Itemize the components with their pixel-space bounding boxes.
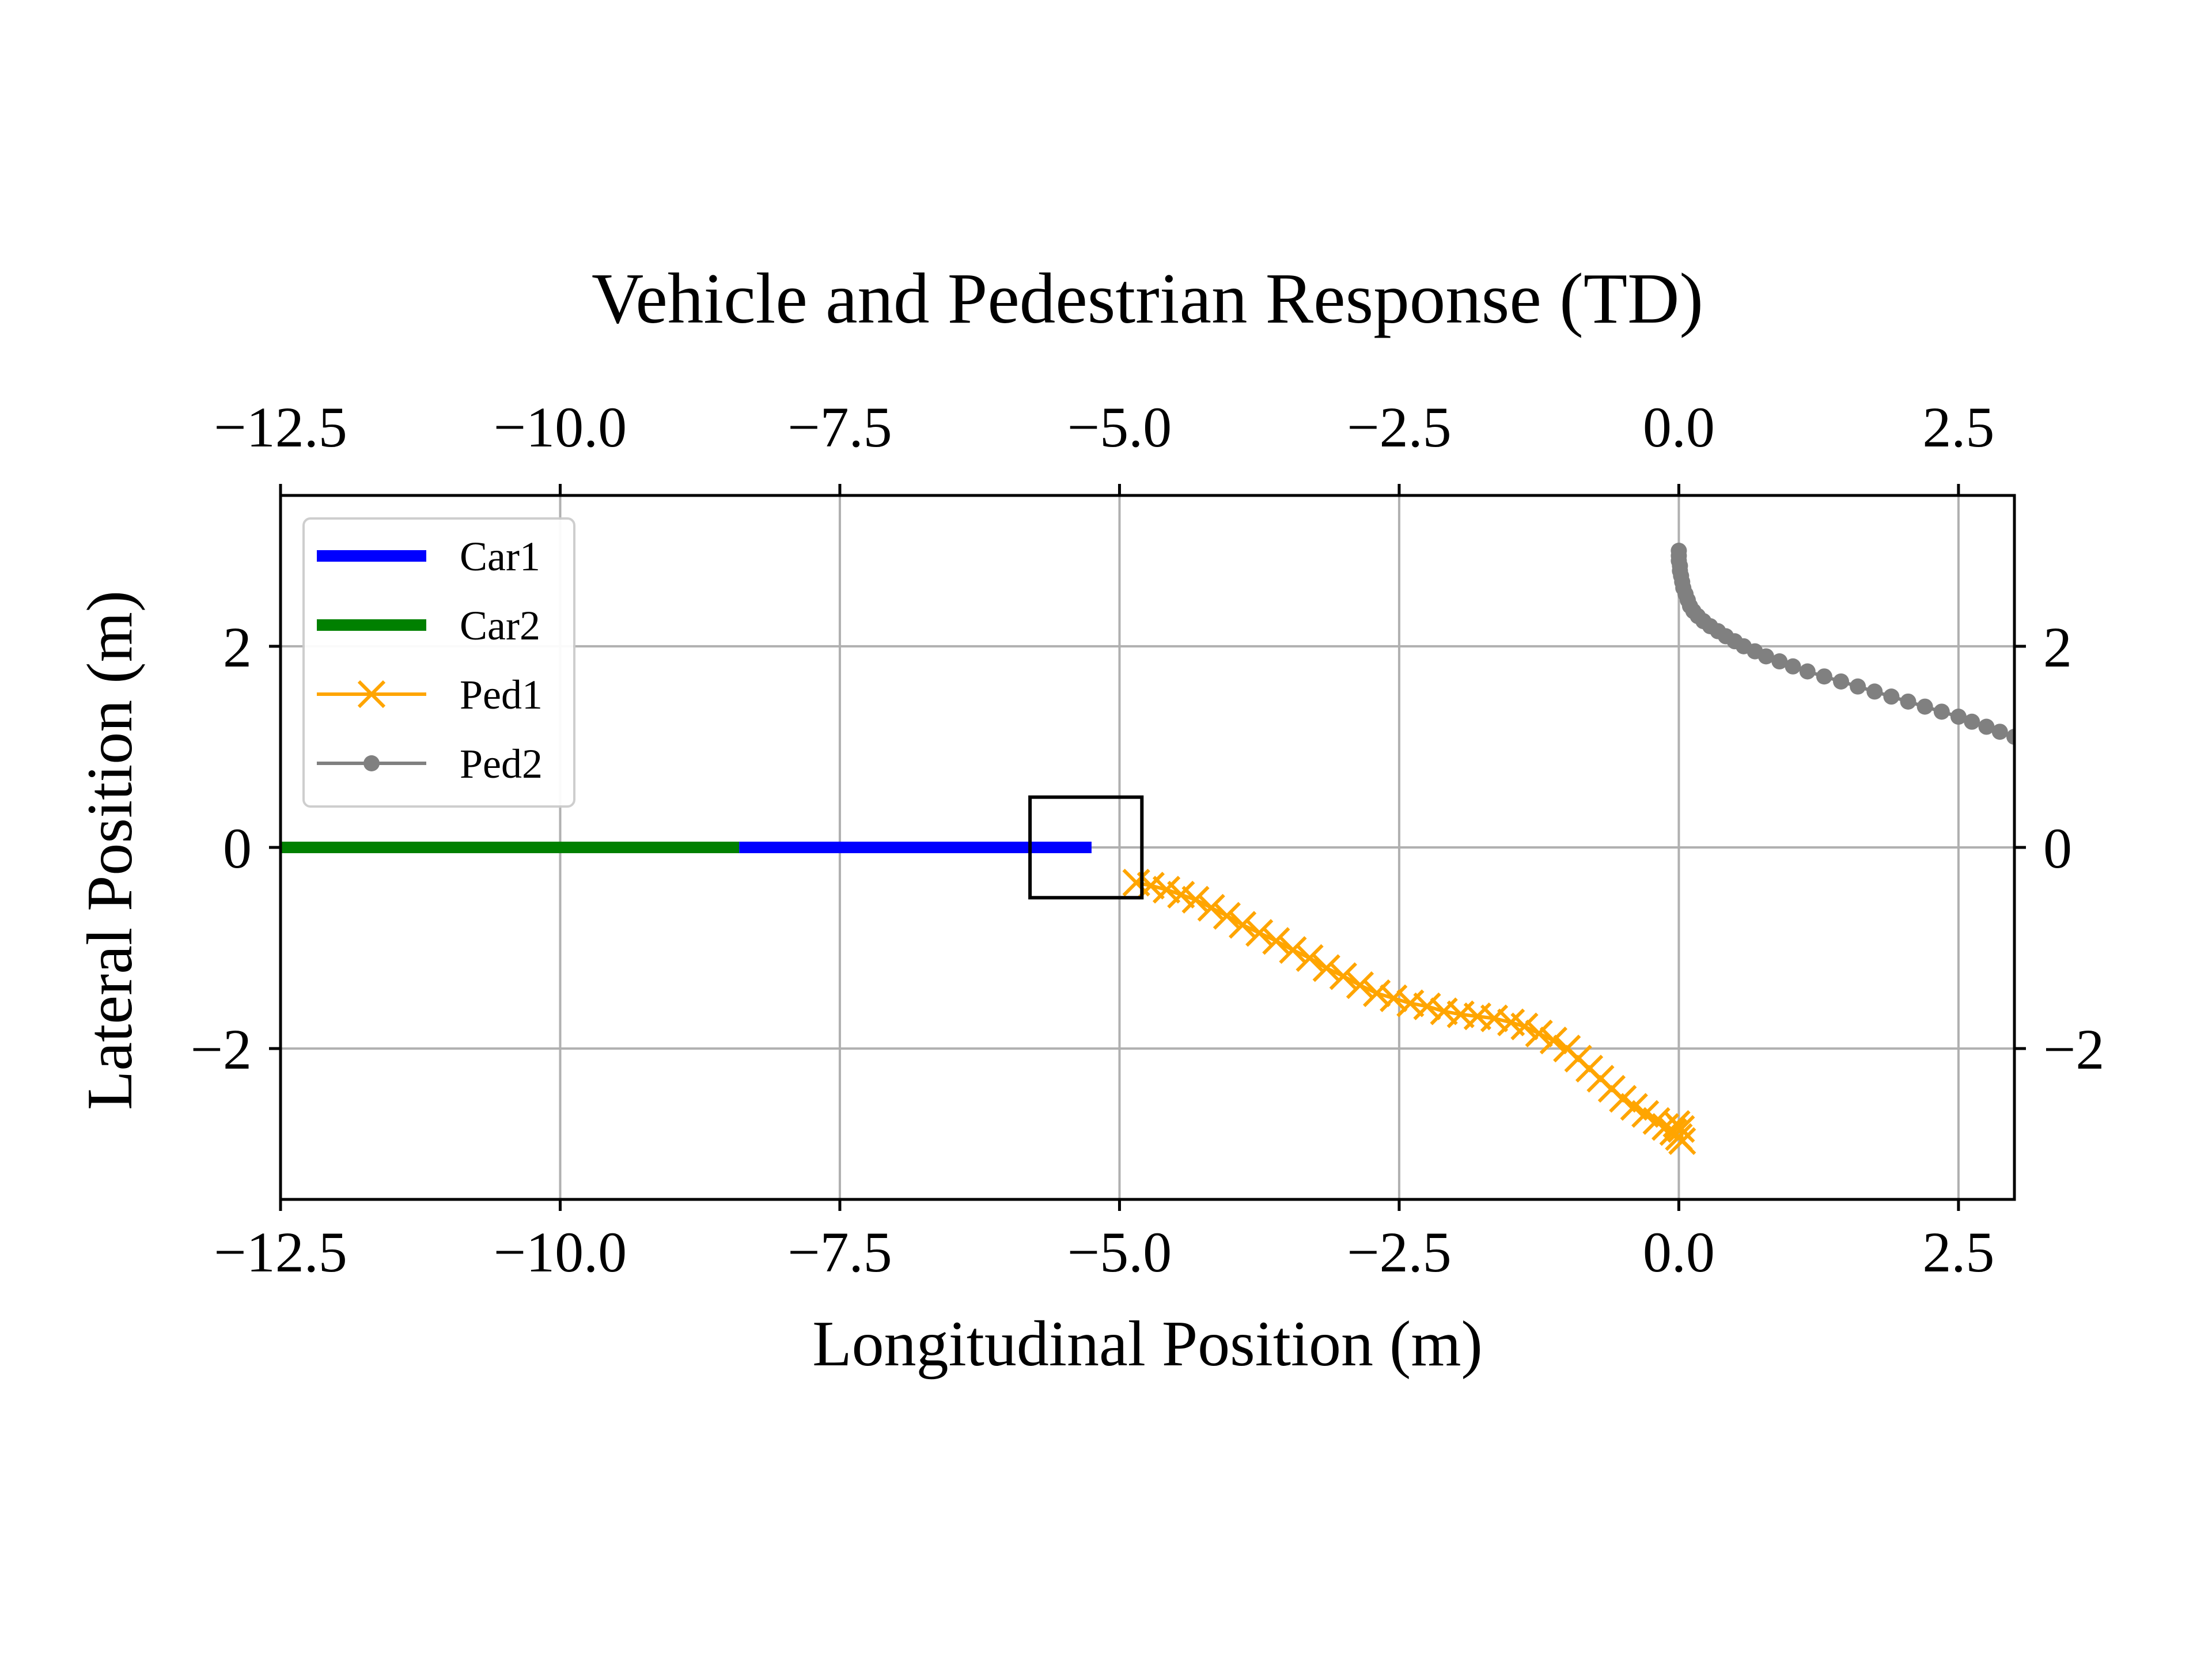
ped1-point [1539, 1027, 1568, 1055]
y-tick-label-left: 2 [223, 615, 252, 679]
ped1-point [1662, 1110, 1691, 1138]
ped1-point [1213, 902, 1241, 930]
x-tick-label-bottom: −2.5 [1347, 1220, 1451, 1284]
legend-label-car1: Car1 [460, 533, 540, 580]
y-axis-title: Lateral Position (m) [74, 590, 146, 1110]
x-tick-label-top: 0.0 [1643, 395, 1715, 459]
ped1-point [1262, 927, 1290, 955]
y-tick-label-right: −2 [2043, 1017, 2104, 1081]
ped2-point [1883, 688, 1900, 705]
ped2-point [1833, 673, 1849, 690]
legend-box [302, 517, 575, 808]
x-tick-label-bottom: −7.5 [787, 1220, 892, 1284]
x-tick-label-top: −12.5 [214, 395, 347, 459]
y-tick-label-right: 2 [2043, 615, 2072, 679]
ped2-point [1950, 709, 1967, 725]
ped1-point [1279, 936, 1307, 964]
ped1-point [1329, 962, 1357, 990]
ped2-point [1850, 678, 1866, 695]
x-tick-label-bottom: −10.0 [494, 1220, 627, 1284]
ped1-point [1197, 894, 1225, 922]
ped1-point [1228, 911, 1257, 939]
ped1-point [1362, 979, 1391, 1008]
x-tick-label-top: −5.0 [1067, 395, 1172, 459]
ped1-point [1430, 997, 1458, 1025]
ped1-point [1245, 919, 1274, 947]
ped1-point [1296, 944, 1324, 972]
legend-label-ped2: Ped2 [460, 741, 543, 787]
legend-label-car2: Car2 [460, 603, 540, 649]
x-tick-label-bottom: −12.5 [214, 1220, 347, 1284]
ped2-point [1978, 718, 1995, 735]
ped2-point [2006, 728, 2014, 745]
legend-marker-ped1 [357, 680, 386, 709]
x-tick-label-bottom: −5.0 [1067, 1220, 1172, 1284]
x-tick-label-top: −2.5 [1347, 395, 1451, 459]
legend: Car1 Car2 Ped1 Ped2 [302, 517, 575, 808]
series-layer [281, 543, 2033, 1155]
ped1-point [1396, 989, 1425, 1017]
ped2-point [1866, 683, 1883, 700]
ped1-point [1152, 876, 1181, 904]
ped1-point [1312, 954, 1340, 982]
x-axis-title: Longitudinal Position (m) [812, 1308, 1483, 1380]
ped2-point [2017, 734, 2033, 750]
ped2-point [1933, 703, 1950, 720]
ped1-point [1525, 1019, 1553, 1048]
ped1-point [1668, 1127, 1696, 1155]
chart-title: Vehicle and Pedestrian Response (TD) [592, 259, 1703, 339]
ped1-point [1380, 984, 1408, 1012]
plot-area: −12.5 −12.5 −10.0 −10.0 −7.5 −7.5 −5.0 −5.0 −2.5… [191, 395, 2105, 1284]
legend-marker-ped2 [363, 755, 380, 771]
ped2-point [1785, 658, 1801, 675]
ped1-point [1346, 971, 1374, 1000]
axis-ticks: −12.5 −12.5 −10.0 −10.0 −7.5 −7.5 −5.0 −5.0 −2.5… [191, 395, 2105, 1284]
vehicle-bounding-box [1028, 795, 1144, 900]
x-tick-label-top: −7.5 [787, 395, 892, 459]
x-tick-label-top: 2.5 [1922, 395, 1994, 459]
x-tick-label-top: −10.0 [494, 395, 627, 459]
ped1-point [1480, 1004, 1509, 1032]
ped1-point [1167, 880, 1195, 909]
y-tick-label-left: 0 [223, 816, 252, 880]
y-tick-label-left: −2 [191, 1017, 252, 1081]
ped1-point [1181, 885, 1210, 914]
ped2-point [1964, 713, 1980, 730]
x-tick-label-bottom: 0.0 [1643, 1220, 1715, 1284]
ped2-point [1816, 668, 1832, 685]
ped1-point [1510, 1012, 1539, 1040]
ped2-point [1771, 653, 1788, 670]
y-tick-label-right: 0 [2043, 816, 2072, 880]
ped2-point [1916, 698, 1933, 715]
legend-label-ped1: Ped1 [460, 672, 543, 718]
ped1-point [1413, 992, 1441, 1020]
ped2-point [1900, 693, 1916, 710]
ped2-point [1799, 663, 1816, 680]
ped2-point [1758, 648, 1774, 665]
x-tick-label-bottom: 2.5 [1922, 1220, 1994, 1284]
ped2-point [1991, 724, 2008, 740]
